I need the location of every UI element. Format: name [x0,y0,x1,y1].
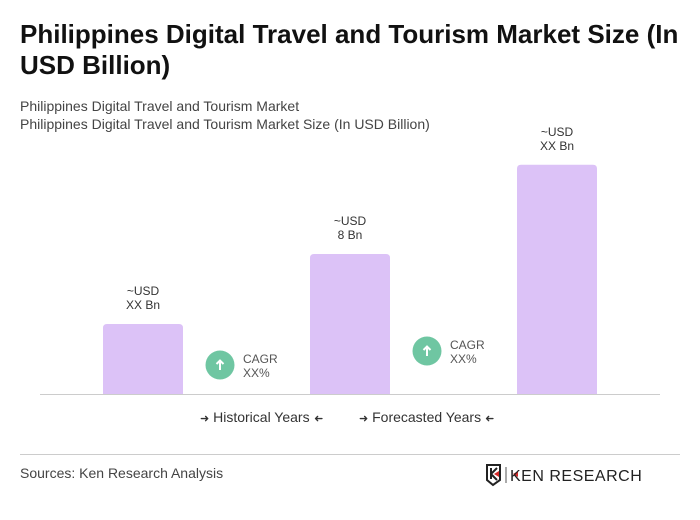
legend-forecasted: ➜ Forecasted Years ➜ [359,409,495,425]
cagr-value: XX% [243,366,270,380]
data-label: ~USD [334,214,367,228]
data-label: 8 Bn [338,228,363,242]
ken-research-logo: KEN RESEARCH [486,463,656,492]
data-label: ~USD [541,125,574,139]
legend-historical: ➜ Historical Years ➜ [200,409,323,425]
arrow-glyph [215,359,225,370]
arrow-left-icon: ➜ [313,413,323,425]
svg-text:KEN RESEARCH: KEN RESEARCH [510,468,642,485]
bar [103,324,183,394]
arrow-right-icon: ➜ [200,413,210,425]
bar [310,254,390,394]
arrow-glyph [422,345,432,356]
bar [517,164,597,394]
sources-text: Sources: Ken Research Analysis [20,465,224,481]
cagr-label: CAGR [243,352,278,366]
arrow-left-icon: ➜ [484,413,495,425]
cagr-value: XX% [450,352,477,366]
data-label: XX Bn [540,139,574,153]
chart-subtitle-2: Philippines Digital Travel and Tourism M… [20,116,430,132]
data-label: XX Bn [126,298,160,312]
chart-subtitle: Philippines Digital Travel and Tourism M… [20,98,300,114]
chart-title: Philippines Digital Travel and Tourism M… [20,19,679,80]
data-label: ~USD [127,284,160,298]
footer-divider [20,454,680,455]
cagr-label: CAGR [450,338,485,352]
arrow-right-icon: ➜ [359,413,369,425]
